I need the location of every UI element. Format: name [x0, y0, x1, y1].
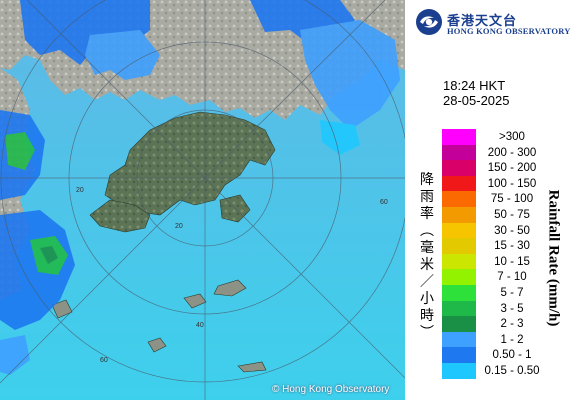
- org-name-en: HONG KONG OBSERVATORY: [447, 26, 571, 36]
- legend-label: 2 - 3: [500, 318, 524, 331]
- legend-swatch: [442, 238, 476, 254]
- copyright-text: © Hong Kong Observatory: [272, 384, 390, 395]
- legend-label: 150 - 200: [487, 162, 537, 175]
- legend-swatch: [442, 362, 476, 379]
- legend-swatch: [442, 129, 476, 145]
- ring-label-60: 60: [380, 199, 388, 206]
- rain-echo-west-green-1: [5, 132, 35, 170]
- ring-label-20-west: 20: [76, 187, 84, 194]
- legend-swatch: [442, 331, 476, 348]
- legend-label: 10 - 15: [494, 255, 530, 268]
- legend-label: 5 - 7: [500, 287, 524, 299]
- legend-swatch: [442, 300, 476, 317]
- legend-label: 0.50 - 1: [492, 349, 532, 362]
- west-island: [51, 299, 73, 319]
- legend-swatch: [442, 316, 476, 332]
- legend-swatch: [442, 269, 476, 285]
- legend-swatch: [442, 160, 476, 176]
- legend-label: 15 - 30: [494, 240, 530, 253]
- ring-label-20: 20: [175, 223, 183, 230]
- legend-labels: >300 200 - 300 150 - 200 100 - 150 75 - 100 5…: [405, 0, 577, 400]
- legend-swatch: [442, 284, 476, 301]
- radial-line-nw: [26, 0, 206, 179]
- south-island-2: [183, 293, 207, 309]
- legend-swatch: [442, 347, 476, 363]
- radar-map-canvas: 20 40 60 60 20: [0, 0, 405, 400]
- legend-label: >300: [499, 131, 525, 143]
- rain-echo-west-green-core: [40, 246, 58, 264]
- legend-swatch: [442, 175, 476, 192]
- rain-echo-far-east: [320, 120, 360, 155]
- radial-line-se: [204, 177, 405, 379]
- legend-label: 3 - 5: [500, 302, 524, 315]
- ring-labels: 20 40 60 60 20: [76, 187, 388, 364]
- legend-label: 0.15 - 0.50: [484, 365, 540, 377]
- legend-title-en: Rainfall Rate (mm/h): [545, 189, 562, 327]
- legend-swatch: [442, 253, 476, 270]
- rain-echo-east: [300, 20, 400, 130]
- radial-line-ne: [204, 0, 386, 179]
- range-rings: [0, 0, 405, 400]
- hko-logo: 香港天文台 HONG KONG OBSERVATORY: [415, 8, 575, 38]
- ring-label-40: 40: [196, 322, 204, 329]
- legend-label: 200 - 300: [487, 146, 537, 159]
- south-island-3: [147, 337, 167, 353]
- hong-kong-island-region: [104, 111, 276, 216]
- legend-swatch: [442, 222, 476, 239]
- rain-echoes: [0, 0, 400, 375]
- legend-title-cn: 降雨率 ︵ 毫米／小時 ︶: [420, 172, 434, 341]
- ring-label-60-south: 60: [100, 357, 108, 364]
- legend-label: 30 - 50: [494, 224, 530, 237]
- south-island-4: [237, 361, 267, 373]
- legend-label: 100 - 150: [487, 177, 537, 190]
- legend-swatch: [442, 206, 476, 223]
- observation-time: 18:24 HKT: [443, 78, 506, 93]
- org-name-cn: 香港天文台: [447, 14, 518, 29]
- legend-label: 50 - 75: [494, 209, 530, 221]
- legend-color-bar: [442, 129, 476, 379]
- legend-label: 1 - 2: [500, 333, 524, 346]
- rain-echo-north: [85, 30, 160, 80]
- south-island-1: [213, 279, 247, 297]
- legend-label: 7 - 10: [497, 271, 527, 284]
- lantau-island: [89, 199, 151, 233]
- rain-echo-south-west: [0, 335, 30, 375]
- radial-line-sw: [0, 177, 206, 384]
- legend-swatch: [442, 144, 476, 161]
- radar-map: 20 40 60 60 20 © Hong Kong Observatory: [0, 0, 405, 400]
- observation-date: 28-05-2025: [443, 93, 510, 108]
- hko-logo-icon: [416, 9, 442, 35]
- legend-panel: 香港天文台 HONG KONG OBSERVATORY 18:24 HKT 28…: [405, 0, 577, 400]
- legend-label: 75 - 100: [490, 193, 534, 206]
- legend-swatch: [442, 191, 476, 207]
